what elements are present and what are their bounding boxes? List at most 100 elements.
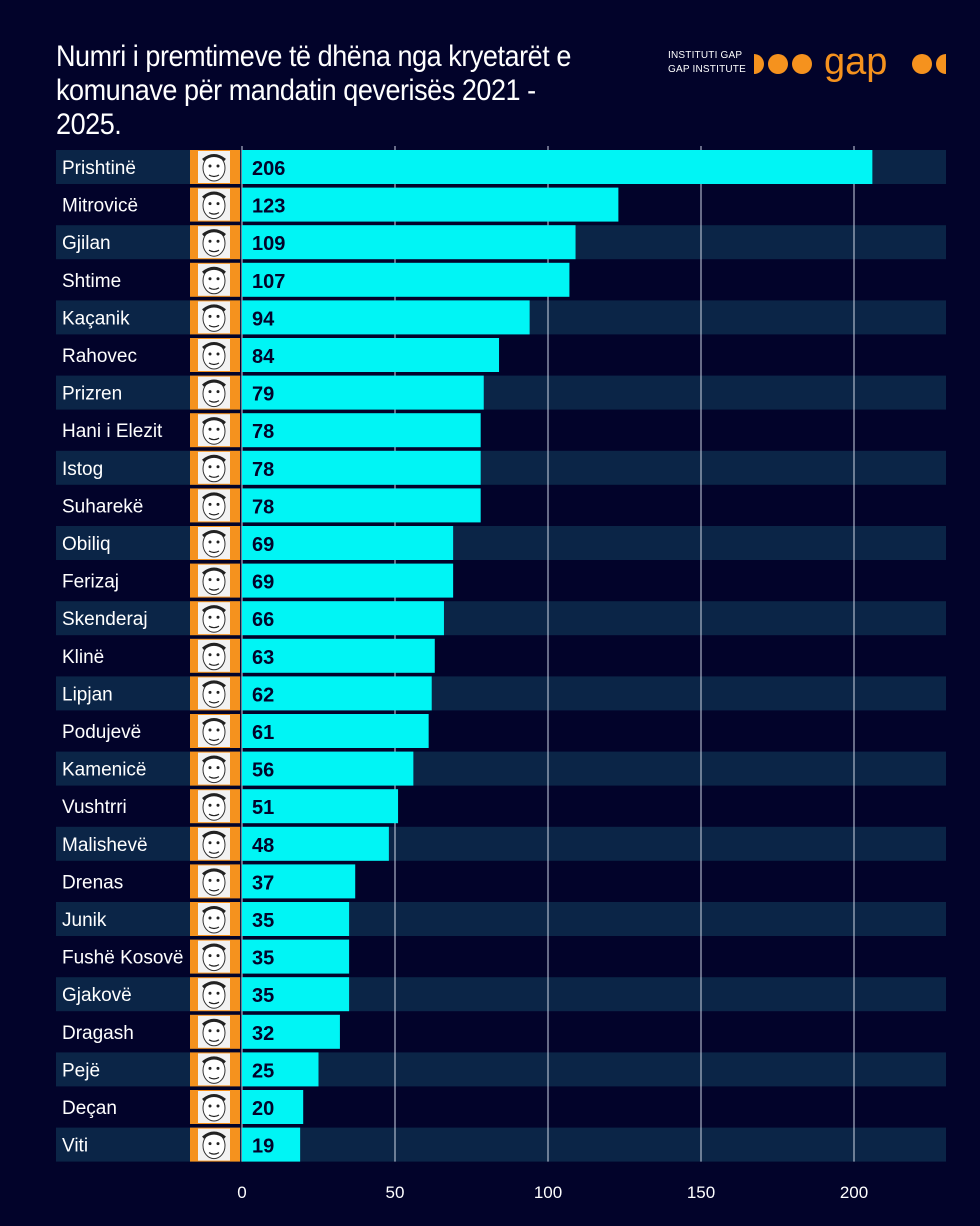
portrait-hair [202,605,226,613]
row-stripe [56,826,946,861]
category-label: Skenderaj [62,609,148,630]
category-label: Istog [62,459,103,480]
portrait-mouth [208,926,220,930]
mayor-portrait [190,187,240,222]
portrait-hair [202,154,226,162]
data-label: 37 [252,872,274,894]
mayor-portrait [190,225,240,260]
row-stripe [56,1127,946,1162]
logo-half-circle-left [754,54,764,74]
portrait-eye [216,277,220,281]
portrait-mouth [208,813,220,817]
portrait-mouth [208,1039,220,1042]
portrait-hair [202,191,226,199]
portrait-eye [216,841,220,845]
category-label: Mitrovicë [62,196,138,217]
gap-logo-mark: gap [754,46,946,83]
portrait-mouth [208,400,220,403]
category-label: Kaçanik [62,308,130,329]
portrait-mouth [208,287,220,290]
portrait-eye [208,352,212,356]
chart-title-line-1: Numri i premtimeve të dhëna nga kryetarë… [56,40,571,73]
portrait-hair [202,868,226,876]
mayor-portrait [190,450,240,485]
portrait-eye [216,766,220,770]
data-label: 107 [252,271,285,293]
portrait-hair [202,943,226,951]
portrait-mouth [208,437,220,441]
portrait-eye [216,1104,220,1108]
portrait-eye [208,1029,212,1033]
mayor-portrait [190,1014,240,1049]
portrait-eye [216,202,220,206]
category-label: Fushë Kosovë [62,948,183,969]
portrait-mouth [208,1152,220,1155]
portrait-hair [202,793,226,801]
data-label: 94 [252,308,275,330]
mayor-portrait [190,375,240,410]
portrait-mouth [208,738,220,742]
portrait-mouth [208,888,220,892]
portrait-eye [216,465,220,469]
logo-text-english: GAP INSTITUTE [668,64,746,75]
mayor-portrait [190,714,240,748]
portrait-eye [216,427,220,431]
portrait-mouth [208,1001,220,1005]
data-label: 69 [252,572,274,594]
bar [242,375,484,410]
portrait-hair [202,530,226,538]
bar [242,864,356,899]
portrait-eye [208,314,212,318]
mayor-portrait [190,638,240,673]
chart-title: Numri i premtimeve të dhëna nga kryetarë… [56,40,596,142]
mayor-portrait [190,300,240,335]
row-stripe [56,676,946,711]
mayor-portrait [190,902,240,936]
bars [242,150,873,1162]
data-label: 25 [252,1060,274,1082]
portrait-hair [202,642,226,651]
mayor-portrait [190,751,240,786]
bar [242,563,454,598]
mayor-portrait [190,1127,240,1162]
portrait-eye [216,954,220,958]
mayor-portraits [190,150,240,1162]
portrait-eye [208,502,212,506]
portrait-eye [216,540,220,544]
bar [242,300,530,335]
portrait-eye [216,390,220,394]
portrait-eye [208,954,212,958]
mayor-portrait [190,826,240,861]
data-label: 109 [252,233,285,255]
bar [242,789,399,824]
portrait-eye [208,766,212,770]
data-label: 66 [252,609,274,631]
portrait-hair [202,755,226,763]
logo-circle-1 [768,54,788,74]
row-stripe [56,1052,946,1087]
portrait-eye [208,578,212,582]
mayor-portrait [190,338,240,372]
portrait-mouth [208,324,220,328]
portrait-eye [216,1029,220,1033]
portrait-eye [216,728,220,732]
portrait-eye [216,878,220,882]
bar [242,187,619,222]
portrait-eye [208,390,212,394]
portrait-hair [202,981,226,989]
bar [242,714,429,748]
data-label: 48 [252,835,274,857]
logo-half-circle-right [936,54,946,74]
mayor-portrait [190,939,240,974]
chart-title-line-2: komunave për mandatin qeverisës 2021 - 2… [56,74,536,141]
mayor-portrait [190,601,240,636]
gap-institute-logo: INSTITUTI GAP GAP INSTITUTE gap [668,46,948,86]
data-label: 78 [252,496,274,518]
data-label: 69 [252,534,274,556]
row-stripe [56,977,946,1012]
portrait-mouth [208,1114,220,1118]
data-label: 51 [252,797,274,819]
category-label: Junik [62,910,107,931]
portrait-eye [216,615,220,619]
